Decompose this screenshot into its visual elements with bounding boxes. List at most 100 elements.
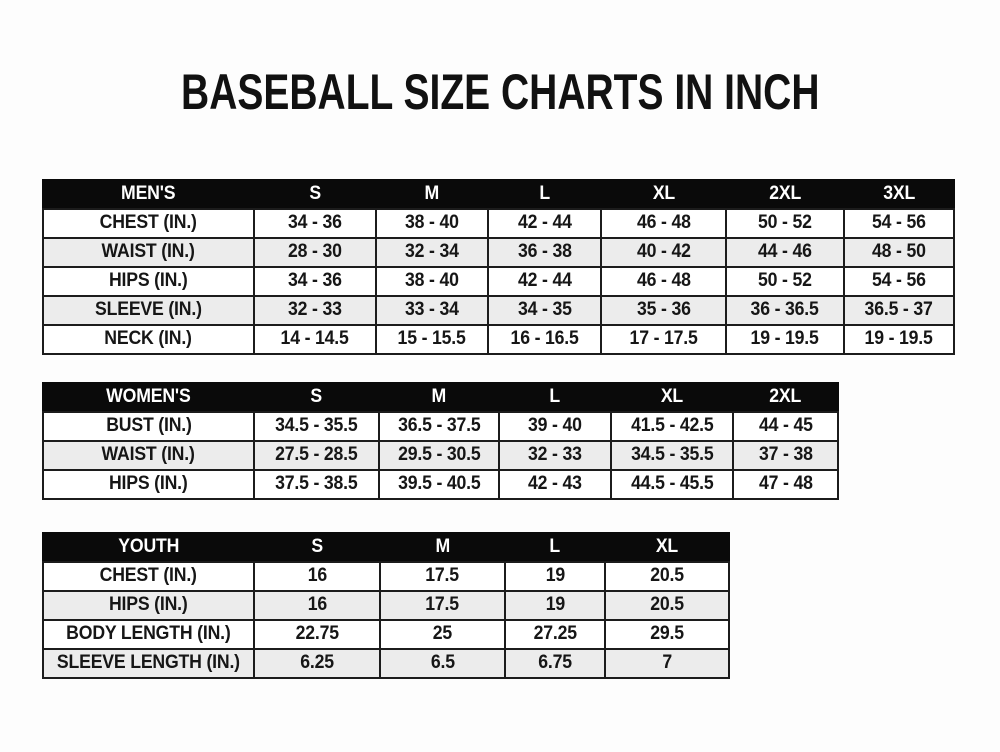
size-value-cell: 16	[253, 589, 381, 621]
size-value-cell: 22.75	[253, 618, 381, 650]
size-value-cell: 42 - 44	[487, 265, 602, 297]
size-value-cell: 16 - 16.5	[487, 323, 602, 355]
size-value: 33 - 34	[405, 299, 459, 320]
size-value-cell: 36.5 - 37.5	[378, 410, 500, 442]
row-label-cell: SLEEVE (IN.)	[42, 294, 255, 326]
size-value-cell: 37.5 - 38.5	[253, 468, 380, 500]
column-header: 3XL	[843, 178, 955, 210]
size-value: 7	[662, 652, 672, 673]
size-value-cell: 35 - 36	[600, 294, 727, 326]
size-value: 20.5	[650, 565, 684, 586]
size-value: 48 - 50	[872, 241, 926, 262]
size-value: 40 - 42	[636, 241, 691, 262]
size-value: 14 - 14.5	[280, 328, 350, 349]
size-value: 17 - 17.5	[629, 328, 698, 349]
size-column-label: S	[311, 536, 323, 557]
row-label: BODY LENGTH (IN.)	[66, 623, 231, 644]
size-value: 35 - 36	[636, 299, 691, 320]
size-value-cell: 34 - 36	[253, 207, 377, 239]
row-label: BUST (IN.)	[105, 415, 192, 436]
row-label-cell: WAIST (IN.)	[42, 439, 255, 471]
size-value-cell: 42 - 43	[498, 468, 612, 500]
size-column-label: XL	[652, 183, 675, 204]
size-value: 47 - 48	[758, 473, 813, 494]
size-value: 15 - 15.5	[397, 328, 467, 349]
size-value: 46 - 48	[636, 212, 691, 233]
size-value-cell: 16	[253, 560, 381, 592]
row-label-cell: WAIST (IN.)	[42, 236, 255, 268]
size-value: 27.25	[533, 623, 577, 644]
column-header: M	[379, 531, 506, 563]
size-value: 39 - 40	[528, 415, 582, 436]
size-value-cell: 46 - 48	[600, 265, 727, 297]
column-header: L	[487, 178, 602, 210]
row-label: WAIST (IN.)	[101, 444, 196, 465]
size-value: 32 - 33	[528, 444, 582, 465]
size-column-label: M	[431, 386, 447, 407]
size-value: 17.5	[425, 594, 460, 615]
size-column-label: L	[549, 536, 561, 557]
header-row: YOUTH S M L XL	[42, 531, 730, 563]
table-row: CHEST (IN.) 34 - 36 38 - 40 42 - 44 46 - 48 5…	[42, 207, 955, 239]
row-label-cell: CHEST (IN.)	[42, 207, 255, 239]
size-value: 38 - 40	[405, 212, 459, 233]
size-column-label: 3XL	[883, 183, 915, 204]
size-value-cell: 50 - 52	[725, 207, 845, 239]
size-value-cell: 19	[504, 560, 606, 592]
size-value: 17.5	[425, 565, 460, 586]
row-label: CHEST (IN.)	[99, 565, 198, 586]
size-value: 19	[545, 565, 565, 586]
size-table-mens: MEN'S S M L XL 2XL 3XL CHEST (IN.) 34 - 36 38 - 4…	[42, 178, 955, 355]
size-value: 6.25	[300, 652, 334, 673]
size-column-label: M	[435, 536, 450, 557]
size-value-cell: 38 - 40	[375, 207, 489, 239]
size-value-cell: 36 - 36.5	[725, 294, 845, 326]
size-value: 37.5 - 38.5	[275, 473, 358, 494]
size-value-cell: 40 - 42	[600, 236, 727, 268]
size-column-label: XL	[660, 386, 684, 407]
size-value-cell: 54 - 56	[843, 207, 955, 239]
size-value-cell: 50 - 52	[725, 265, 845, 297]
row-label: NECK (IN.)	[104, 328, 193, 349]
header-row: MEN'S S M L XL 2XL 3XL	[42, 178, 955, 210]
row-label-cell: HIPS (IN.)	[42, 589, 255, 621]
size-column-label: 2XL	[769, 386, 802, 407]
size-value: 25	[432, 623, 453, 644]
size-value: 16	[307, 594, 327, 615]
size-value-cell: 19 - 19.5	[843, 323, 955, 355]
size-value-cell: 6.5	[379, 647, 506, 679]
table-row: HIPS (IN.) 16 17.5 19 20.5	[42, 589, 730, 621]
table-row: BUST (IN.) 34.5 - 35.5 36.5 - 37.5 39 - 40 4…	[42, 410, 839, 442]
size-value-cell: 17.5	[379, 589, 506, 621]
size-value: 44.5 - 45.5	[630, 473, 714, 494]
size-value: 42 - 43	[528, 473, 582, 494]
table-title-label: MEN'S	[121, 183, 176, 204]
size-value-cell: 44 - 45	[732, 410, 839, 442]
size-value-cell: 29.5 - 30.5	[378, 439, 500, 471]
size-column-label: M	[424, 183, 440, 204]
row-label-cell: BODY LENGTH (IN.)	[42, 618, 255, 650]
table-row: SLEEVE (IN.) 32 - 33 33 - 34 34 - 35 35 - 36…	[42, 294, 955, 326]
row-label: WAIST (IN.)	[101, 241, 196, 262]
table-row: HIPS (IN.) 37.5 - 38.5 39.5 - 40.5 42 - 43 4…	[42, 468, 839, 500]
size-value: 32 - 33	[288, 299, 342, 320]
size-value-cell: 36 - 38	[487, 236, 602, 268]
table-row: BODY LENGTH (IN.) 22.75 25 27.25 29.5	[42, 618, 730, 650]
column-header: L	[498, 381, 612, 413]
size-value: 34.5 - 35.5	[275, 415, 358, 436]
size-value-cell: 6.75	[504, 647, 606, 679]
size-value: 27.5 - 28.5	[275, 444, 358, 465]
size-table-womens: WOMEN'S S M L XL 2XL BUST (IN.) 34.5 - 35.5 36.5…	[42, 381, 839, 500]
size-value-cell: 34.5 - 35.5	[610, 439, 734, 471]
size-column-label: XL	[655, 536, 679, 557]
size-value-cell: 41.5 - 42.5	[610, 410, 734, 442]
size-column-label: S	[309, 183, 321, 204]
size-table-youth: YOUTH S M L XL CHEST (IN.) 16 17.5 19 20.5 HIPS (I…	[42, 531, 730, 679]
size-value-cell: 27.5 - 28.5	[253, 439, 380, 471]
row-label-cell: SLEEVE LENGTH (IN.)	[42, 647, 255, 679]
size-value: 29.5 - 30.5	[397, 444, 481, 465]
size-value: 44 - 46	[758, 241, 812, 262]
size-value-cell: 34 - 36	[253, 265, 377, 297]
size-value-cell: 17 - 17.5	[600, 323, 727, 355]
